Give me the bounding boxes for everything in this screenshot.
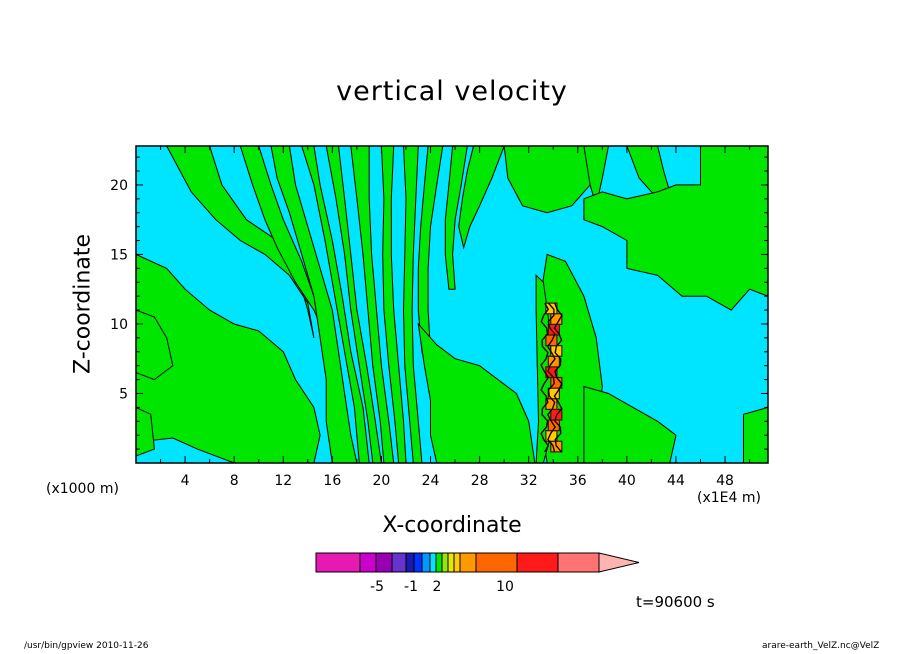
positive-velocity-region [743,406,768,463]
colorbar-segment [413,552,423,573]
y-tick-label: 10 [110,317,128,333]
x-tick-label: 36 [569,473,587,489]
x-tick-label: 8 [230,473,239,489]
colorbar-segment [557,552,600,573]
positive-velocity-region [136,309,174,381]
x-tick-label: 28 [471,473,489,489]
colorbar-segment [421,552,431,573]
colorbar-segment [453,552,461,573]
colorbar-segment [391,552,407,573]
colorbar-segment [405,552,415,573]
colorbar-segment [435,552,443,573]
colorbar-segment [441,552,449,573]
plot-fill-layer [136,146,768,463]
updraft-contour [553,302,563,453]
positive-velocity-region [380,146,407,463]
positive-velocity-region [350,146,395,463]
positive-velocity-region [444,146,468,290]
x-tick-label: 32 [520,473,538,489]
y-tick-label: 20 [110,178,128,194]
positive-velocity-region [301,146,370,463]
colorbar-segment [475,552,518,573]
positive-velocity-region [583,385,677,463]
positive-velocity-region [166,146,315,339]
plot-frame [135,145,769,464]
updraft-contour [546,302,556,453]
time-label: t=90600 s [636,593,715,611]
colorbar-tick-label: -1 [404,579,418,595]
x-tick-label: 48 [716,473,734,489]
colorbar: -5 -1 2 10 [315,552,640,595]
colorbar-segment [447,552,455,573]
x-scale-label: (x1E4 m) [697,490,761,506]
positive-velocity-region [583,146,768,311]
colorbar-tick-label: 10 [496,579,514,595]
colorbar-segment [359,552,377,573]
positive-velocity-region [458,146,505,250]
updraft-core [540,302,563,453]
colorbar-segment [516,552,559,573]
x-tick-label: 20 [373,473,391,489]
x-tick-label: 44 [667,473,685,489]
colorbar-segment [315,552,361,573]
x-tick-label: 40 [618,473,636,489]
y-tick-label: 5 [119,386,128,402]
footer-program: /usr/bin/gpview 2010-11-26 [24,641,149,651]
contour-regions [136,146,768,463]
footer-file: arare-earth_VelZ.nc@VelZ [762,641,880,651]
positive-velocity-region [402,146,423,463]
x-tick-label: 24 [422,473,440,489]
chart-title: vertical velocity [336,76,568,107]
x-tick-label: 4 [181,473,190,489]
colorbar-arrow [598,552,640,573]
positive-velocity-region [417,322,536,463]
colorbar-segment [375,552,393,573]
colorbar-tick-label: 2 [433,579,442,595]
positive-velocity-region [136,406,155,457]
x-tick-label: 16 [323,473,341,489]
x-unit-label: (x1000 m) [46,481,119,497]
y-tick-label: 15 [110,247,128,263]
positive-velocity-region [583,146,610,206]
colorbar-tick-label: -5 [370,579,384,595]
x-tick-label: 12 [274,473,292,489]
positive-velocity-region [325,146,382,463]
colorbar-segment [429,552,437,573]
updraft-contour [540,302,550,453]
colorbar-segment [459,552,477,573]
positive-velocity-region [270,146,358,463]
x-axis-label: X-coordinate [382,513,522,538]
positive-velocity-region [136,253,321,463]
